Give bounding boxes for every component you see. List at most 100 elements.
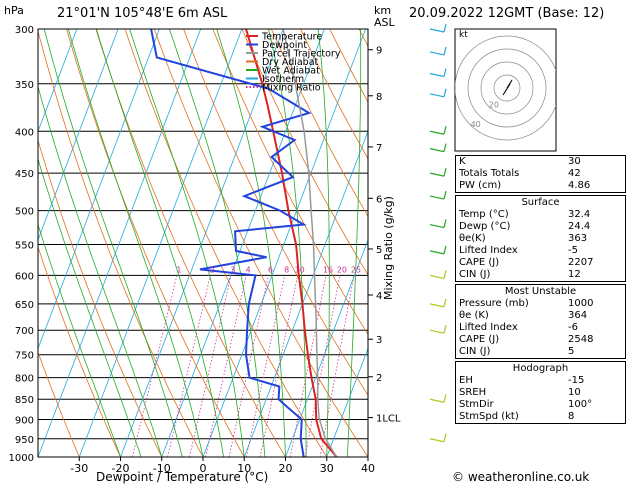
index-value: 30: [568, 156, 581, 167]
wind-barbs: [429, 23, 447, 443]
dry-adiabat-line: [66, 29, 245, 457]
temperature-tick-label: -30: [70, 462, 88, 475]
hodograph-row: EH -15: [456, 375, 627, 387]
hodograph-title: Hodograph: [512, 363, 569, 374]
wind-barb: [429, 172, 445, 177]
pressure-tick-label: 450: [15, 169, 34, 180]
isotherm-line: [38, 29, 160, 350]
pressure-tick-label: 750: [15, 351, 34, 362]
index-label: K: [459, 156, 466, 167]
surface-label: Dewp (°C): [459, 221, 511, 232]
wind-barb-flag: [443, 126, 447, 135]
hodograph-frame: [454, 28, 557, 152]
legend-entry-label: Parcel Trajectory: [262, 49, 341, 60]
most-unstable-title: Most Unstable: [504, 286, 577, 297]
hodograph-value: -15: [568, 375, 585, 386]
mixing-ratio-line: [304, 275, 341, 457]
index-label: Totals Totals: [459, 168, 520, 179]
index-label: PW (cm): [459, 180, 502, 191]
hodograph-ring-label: 40: [471, 120, 481, 129]
most-unstable-label: CIN (J): [459, 346, 491, 357]
altitude-tick-label: 7: [376, 143, 382, 154]
most-unstable-value: 364: [568, 310, 588, 321]
wind-barb: [429, 250, 445, 255]
legend-entry-label: Temperature: [261, 32, 322, 43]
isotherm-line: [326, 347, 368, 457]
wet-adiabat-line: [347, 29, 362, 457]
dry-adiabat-line: [38, 29, 204, 457]
temperature-series: [245, 29, 338, 457]
dry-adiabat-line: [38, 351, 80, 457]
mixing-ratio-line: [189, 275, 232, 457]
most-unstable-row: CIN (J) 5: [456, 346, 627, 358]
wind-barb-flag: [443, 167, 447, 177]
wet-adiabat-line: [38, 223, 121, 457]
dry-adiabat-line: [95, 29, 286, 457]
wind-barb: [429, 93, 445, 98]
surface-label: CIN (J): [459, 269, 491, 280]
surface-label: Temp (°C): [459, 209, 509, 220]
most-unstable-value: 1000: [568, 298, 594, 309]
hodograph-value: 8: [568, 411, 575, 422]
index-row: Totals Totals 42: [456, 168, 627, 180]
temperature-tick-label: 40: [361, 462, 375, 475]
pressure-tick-label: 950: [15, 435, 34, 446]
wind-barb: [429, 51, 445, 56]
pressure-tick-label: 350: [15, 80, 34, 91]
isotherm-line: [38, 29, 78, 133]
surface-row: CIN (J) 12: [456, 269, 627, 281]
mixing-ratio-tick-label: 4: [246, 265, 251, 274]
surface-value: 12: [568, 269, 581, 280]
most-unstable-row: θe (K) 364: [456, 310, 627, 322]
dry-adiabat-line: [183, 29, 368, 396]
wet-adiabat-line: [169, 29, 266, 457]
hodograph-row: StmSpd (kt) 8: [456, 411, 627, 423]
x-axis-label: Dewpoint / Temperature (°C): [96, 470, 269, 484]
isotherm-line: [243, 130, 368, 457]
legend-entry-label: Mixing Ratio: [262, 83, 321, 94]
axes-layer: 3003504004505005506006507007508008509009…: [9, 25, 401, 475]
wind-barb: [429, 274, 445, 279]
wind-barb-flag: [443, 325, 447, 334]
asl-unit-label: ASL: [374, 16, 395, 29]
hodograph-ring: [493, 74, 521, 102]
surface-table: Temp (°C) 32.4 Dewp (°C) 24.4 θe(K) 363 Lifted…: [456, 209, 627, 281]
wet-adiabat-line: [68, 29, 204, 457]
mixing-ratio-line: [289, 275, 327, 457]
surface-row: Lifted Index -5: [456, 245, 627, 257]
dry-adiabat-line: [212, 29, 368, 336]
mixing-ratio-tick-label: 16: [323, 265, 333, 274]
mixing-ratio-axis-label: Mixing Ratio (g/kg): [382, 196, 395, 300]
mixing-ratio-tick-label: 20: [337, 265, 347, 274]
surface-row: Dewp (°C) 24.4: [456, 221, 627, 233]
most-unstable-value: -6: [568, 322, 578, 333]
surface-value: 363: [568, 233, 588, 244]
wind-barb-flag: [443, 433, 447, 442]
wind-barb: [429, 195, 445, 200]
wind-barb-flag: [443, 245, 447, 255]
surface-value: -5: [568, 245, 578, 256]
most-unstable-table: Pressure (mb) 1000 θe (K) 364 Lifted Index -6…: [456, 298, 627, 358]
indices-box: K 30 Totals Totals 42 PW (cm) 4.86: [455, 155, 626, 193]
wind-barb-flag: [443, 68, 447, 77]
temperature-tick-label: 20: [279, 462, 293, 475]
indices-table: K 30 Totals Totals 42 PW (cm) 4.86: [456, 156, 627, 192]
wind-barb-flag: [443, 298, 447, 308]
dry-adiabat-line: [38, 138, 163, 457]
series-layer: [150, 29, 338, 457]
legend-entry-label: Wet Adiabat: [262, 66, 320, 77]
mixing-ratio-line: [319, 275, 355, 457]
hodograph-trace: [502, 79, 513, 96]
wind-barb-flag: [443, 190, 447, 200]
most-unstable-label: CAPE (J): [459, 334, 500, 345]
wind-barb-flag: [443, 143, 447, 152]
altitude-tick-label: 3: [376, 335, 382, 346]
hpa-unit-label: hPa: [4, 4, 24, 17]
mixing-ratio-tick-label: 2: [210, 265, 215, 274]
pressure-tick-label: 700: [15, 326, 34, 337]
most-unstable-value: 5: [568, 346, 575, 357]
hodograph-label: StmSpd (kt): [459, 411, 519, 422]
background-lines: [38, 29, 368, 457]
hodograph-ring: [467, 48, 547, 128]
wind-barb: [429, 72, 445, 78]
